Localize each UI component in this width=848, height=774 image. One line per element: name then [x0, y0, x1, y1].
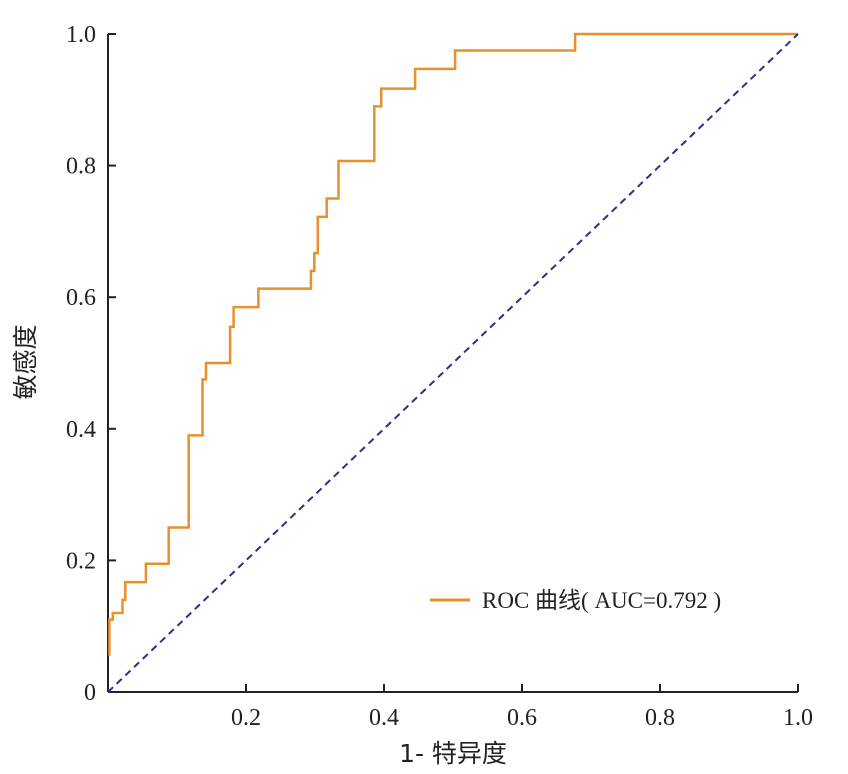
legend-label-roc: ROC 曲线( AUC=0.792 ) [482, 588, 721, 613]
y-tick-label: 0.4 [66, 417, 96, 443]
x-tick-label: 1.0 [783, 705, 813, 731]
y-axis-title: 敏感度 [11, 324, 40, 399]
axes [107, 34, 798, 693]
x-tick-label: 0.8 [645, 705, 675, 731]
x-tick-label: 0.2 [231, 705, 261, 731]
y-tick-label: 1.0 [66, 22, 96, 48]
legend: ROC 曲线( AUC=0.792 ) [430, 588, 721, 613]
roc-curve-line [108, 32, 798, 656]
x-axis-title: 1- 特异度 [399, 739, 507, 768]
x-tick-label: 0.4 [369, 705, 399, 731]
reference-diagonal-line [107, 33, 799, 693]
series-layer [107, 32, 799, 693]
y-tick-label: 0 [84, 680, 96, 706]
ticks: 0.2 0.4 0.6 0.8 1.0 0 0.2 0.4 0.6 0.8 1.0 [66, 22, 813, 731]
y-tick-label: 0.6 [66, 285, 96, 311]
y-tick-label: 0.2 [66, 548, 96, 574]
x-tick-label: 0.6 [507, 705, 537, 731]
y-tick-label: 0.8 [66, 154, 96, 180]
